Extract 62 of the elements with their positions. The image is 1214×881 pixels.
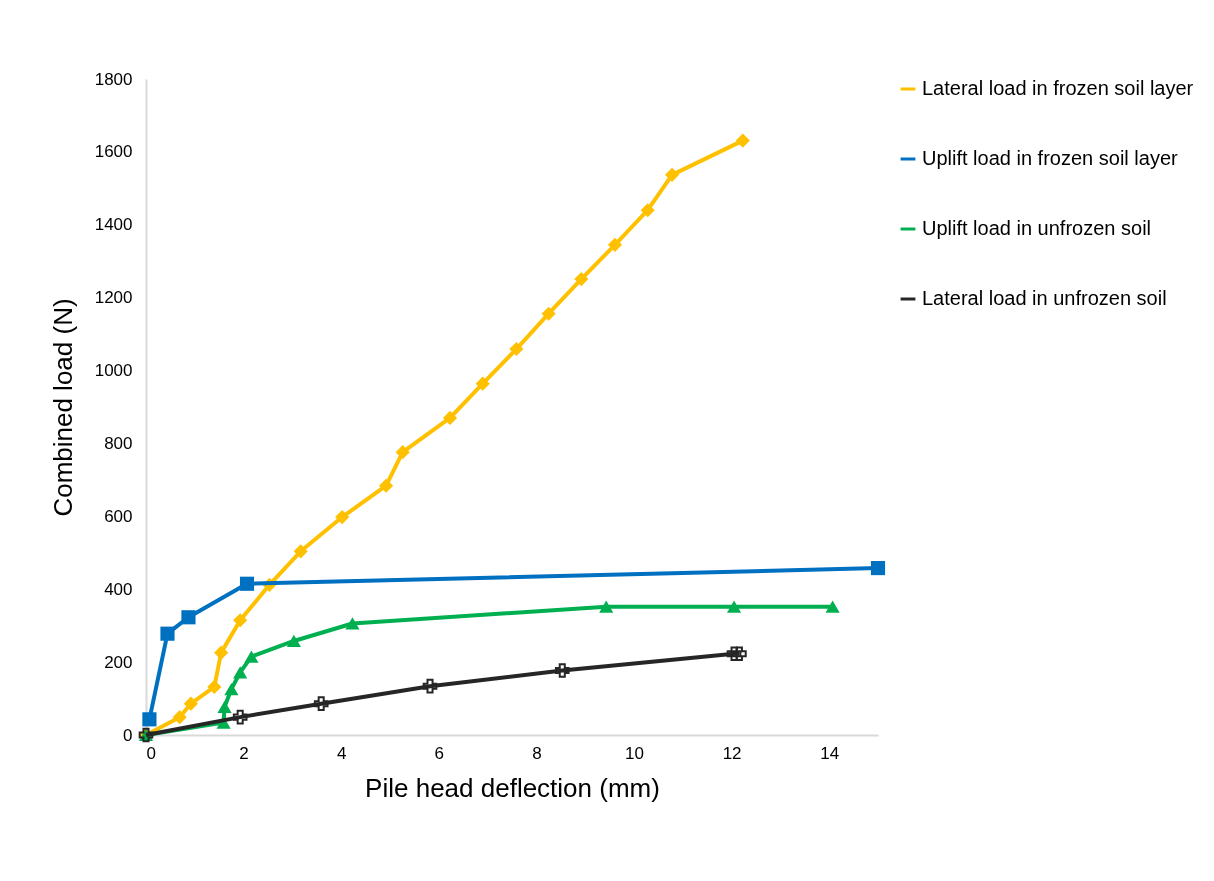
point bbox=[214, 645, 229, 660]
x-tick-label: 12 bbox=[722, 743, 742, 763]
point bbox=[224, 682, 239, 696]
legend-label: Lateral load in frozen soil layer bbox=[922, 77, 1194, 99]
point bbox=[183, 696, 198, 711]
point bbox=[554, 663, 570, 678]
x-tick-label: 8 bbox=[532, 743, 542, 763]
x-tick-label: 0 bbox=[146, 743, 156, 763]
point bbox=[160, 626, 175, 641]
y-tick-label: 800 bbox=[104, 433, 133, 453]
point bbox=[217, 700, 232, 714]
point bbox=[422, 678, 438, 694]
x-tick-label: 10 bbox=[625, 743, 644, 763]
y-tick-label: 0 bbox=[123, 725, 133, 745]
point bbox=[574, 272, 589, 287]
y-tick-label: 1600 bbox=[94, 142, 133, 162]
point bbox=[239, 576, 255, 591]
y-tick-label: 1000 bbox=[94, 361, 133, 381]
point bbox=[293, 544, 308, 559]
point bbox=[233, 613, 248, 628]
point bbox=[726, 600, 742, 613]
point bbox=[509, 341, 524, 357]
point bbox=[232, 709, 248, 725]
point bbox=[286, 634, 301, 648]
point bbox=[442, 410, 458, 425]
point bbox=[142, 712, 157, 727]
x-tick-label: 4 bbox=[336, 743, 347, 763]
y-tick-label: 1800 bbox=[94, 69, 133, 89]
point bbox=[233, 666, 248, 679]
point bbox=[870, 561, 886, 576]
point bbox=[726, 646, 742, 662]
point bbox=[664, 167, 680, 182]
point bbox=[475, 376, 490, 391]
x-tick-label: 14 bbox=[820, 743, 840, 763]
point bbox=[379, 478, 394, 493]
point bbox=[395, 445, 410, 460]
point bbox=[541, 306, 556, 321]
point bbox=[181, 610, 196, 625]
y-tick-label: 400 bbox=[104, 579, 133, 599]
legend-label: Uplift load in unfrozen soil bbox=[922, 217, 1152, 239]
y-tick-label: 200 bbox=[104, 652, 133, 672]
x-tick-label: 6 bbox=[434, 743, 445, 763]
point bbox=[599, 600, 614, 613]
point bbox=[244, 650, 259, 663]
point bbox=[607, 237, 623, 252]
point bbox=[735, 133, 750, 148]
legend-label: Lateral load in unfrozen soil bbox=[922, 287, 1167, 309]
point bbox=[335, 509, 350, 525]
y-tick-label: 1400 bbox=[94, 215, 133, 235]
point bbox=[313, 696, 329, 711]
point bbox=[640, 203, 655, 218]
y-tick-label: 600 bbox=[104, 506, 133, 526]
legend-label: Uplift load in frozen soil layer bbox=[922, 147, 1179, 169]
point bbox=[732, 646, 747, 662]
x-axis-title: Pile head deflection (mm) bbox=[365, 772, 660, 803]
x-tick-label: 2 bbox=[239, 743, 249, 763]
point bbox=[345, 617, 360, 630]
point bbox=[172, 710, 187, 725]
point bbox=[207, 679, 222, 694]
point bbox=[825, 600, 840, 613]
y-axis-title: Combined load (N) bbox=[47, 298, 78, 517]
y-tick-label: 1200 bbox=[94, 288, 133, 308]
